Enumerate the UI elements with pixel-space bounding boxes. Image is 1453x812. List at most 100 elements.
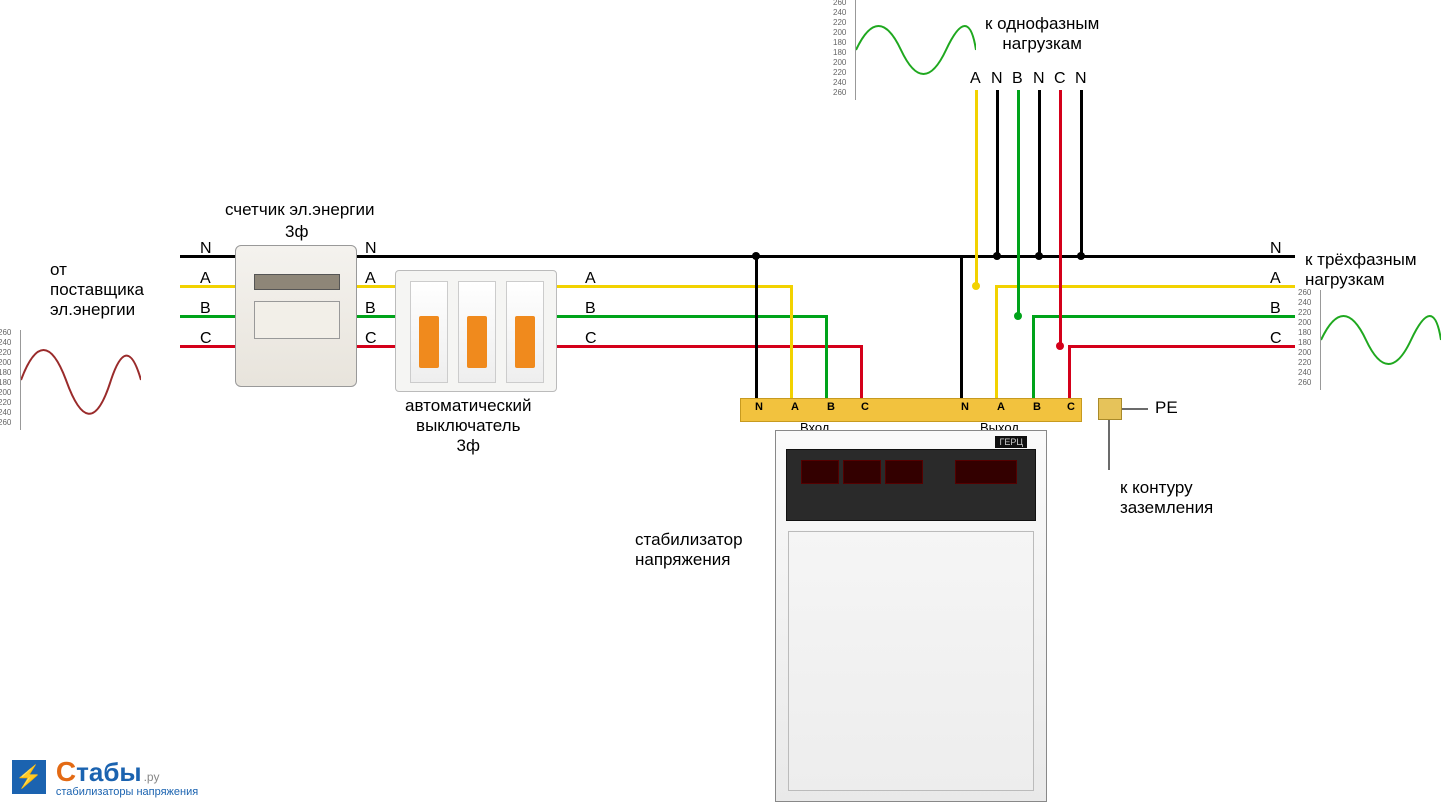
- lbl-C-r: C: [585, 330, 597, 348]
- branch-A: [975, 90, 978, 288]
- sine-tick: 240: [833, 8, 846, 17]
- sine-path-out1: [856, 26, 976, 74]
- energy-meter: [235, 245, 357, 387]
- sine-tick: 260: [0, 328, 11, 337]
- lbl-A-r: A: [585, 270, 596, 288]
- sine-tick: 180: [1298, 338, 1311, 347]
- lbl-A-e: A: [1270, 270, 1281, 288]
- sine-tick: 240: [0, 408, 11, 417]
- label-breaker: автоматический выключатель 3ф: [405, 396, 531, 456]
- label-pe: PE: [1155, 398, 1178, 418]
- lbl-s-A: A: [970, 70, 981, 88]
- label-ground: к контуру заземления: [1120, 478, 1213, 518]
- dot-N-in: [752, 252, 760, 260]
- label-single-phase: к однофазным нагрузкам: [985, 14, 1099, 54]
- sine-tick: 180: [833, 38, 846, 47]
- term-out-N: N: [961, 401, 969, 413]
- wire-B-right: [1032, 315, 1295, 318]
- sine-path-out2: [1321, 316, 1441, 364]
- sine-tick: 180: [0, 368, 11, 377]
- lbl-N-e: N: [1270, 240, 1282, 258]
- sine-chart-three-out: [1320, 290, 1441, 390]
- lbl-s-N2: N: [1033, 70, 1045, 88]
- lbl-N-m: N: [365, 240, 377, 258]
- wire-C-right: [1068, 345, 1295, 348]
- term-in-B: B: [827, 401, 835, 413]
- sine-tick: 220: [0, 348, 11, 357]
- sine-tick: 220: [0, 398, 11, 407]
- term-out-C: C: [1067, 401, 1075, 413]
- label-three-phase: к трёхфазным нагрузкам: [1305, 250, 1417, 290]
- sine-chart-input: [20, 330, 141, 430]
- dot-C: [1056, 342, 1064, 350]
- lbl-C-l: C: [200, 330, 212, 348]
- label-supplier: от поставщика эл.энергии: [50, 260, 144, 320]
- wire-C-mid2: [555, 345, 860, 348]
- label-meter-title: счетчик эл.энергии: [225, 200, 374, 220]
- sine-tick: 200: [1298, 318, 1311, 327]
- sine-path-input: [21, 350, 141, 414]
- lbl-B-l: B: [200, 300, 211, 318]
- lbl-B-e: B: [1270, 300, 1281, 318]
- sine-tick: 180: [833, 48, 846, 57]
- drop-C-in: [860, 345, 863, 398]
- rise-N-out: [960, 255, 963, 398]
- sine-tick: 200: [1298, 348, 1311, 357]
- branch-N3: [1080, 90, 1083, 258]
- sine-tick: 260: [1298, 378, 1311, 387]
- label-stabilizer: стабилизатор напряжения: [635, 530, 743, 570]
- lbl-C-e: C: [1270, 330, 1282, 348]
- sine-tick: 220: [1298, 308, 1311, 317]
- sine-tick: 240: [833, 78, 846, 87]
- branch-B: [1017, 90, 1020, 318]
- lbl-B-r: B: [585, 300, 596, 318]
- lbl-s-B: B: [1012, 70, 1023, 88]
- sine-tick: 240: [1298, 298, 1311, 307]
- sine-chart-single-out: [855, 0, 976, 100]
- stabilizer-brand: ГЕРЦ: [995, 436, 1027, 448]
- sine-tick: 220: [1298, 358, 1311, 367]
- dot-N1: [993, 252, 1001, 260]
- sine-tick: 200: [833, 58, 846, 67]
- lbl-s-N3: N: [1075, 70, 1087, 88]
- lbl-s-C: C: [1054, 70, 1066, 88]
- term-out-A: A: [997, 401, 1005, 413]
- wire-A-right: [995, 285, 1295, 288]
- sine-tick: 260: [833, 88, 846, 97]
- sine-tick: 260: [0, 418, 11, 427]
- lbl-B-m: B: [365, 300, 376, 318]
- brand-logo: ⚡ Стабы.ру стабилизаторы напряжения: [12, 756, 198, 798]
- sine-tick: 240: [0, 338, 11, 347]
- lbl-A-l: A: [200, 270, 211, 288]
- circuit-breaker: [395, 270, 557, 392]
- logo-first: С: [56, 756, 76, 787]
- term-in-C: C: [861, 401, 869, 413]
- sine-tick: 180: [1298, 328, 1311, 337]
- sine-tick: 220: [833, 18, 846, 27]
- lbl-s-N1: N: [991, 70, 1003, 88]
- sine-tick: 200: [0, 358, 11, 367]
- rise-B-out: [1032, 315, 1035, 398]
- voltage-stabilizer: ГЕРЦ: [775, 430, 1047, 802]
- sine-tick: 200: [0, 388, 11, 397]
- branch-C: [1059, 90, 1062, 348]
- logo-tld: .ру: [144, 770, 160, 784]
- drop-B-in: [825, 315, 828, 398]
- terminal-strip: N A B C N A B C: [740, 398, 1082, 422]
- logo-rest: табы: [76, 757, 141, 787]
- branch-N1: [996, 90, 999, 258]
- ground-icon: [1098, 398, 1122, 420]
- lbl-N-l: N: [200, 240, 212, 258]
- sine-tick: 260: [1298, 288, 1311, 297]
- branch-N2: [1038, 90, 1041, 258]
- logo-icon: ⚡: [12, 760, 46, 794]
- drop-N-in: [755, 255, 758, 398]
- sine-tick: 260: [833, 0, 846, 7]
- wire-N-mid1: [355, 255, 1295, 258]
- term-in-A: A: [791, 401, 799, 413]
- rise-C-out: [1068, 345, 1071, 398]
- sine-tick: 220: [833, 68, 846, 77]
- lbl-C-m: C: [365, 330, 377, 348]
- drop-A-in: [790, 285, 793, 398]
- logo-subtitle: стабилизаторы напряжения: [56, 786, 198, 798]
